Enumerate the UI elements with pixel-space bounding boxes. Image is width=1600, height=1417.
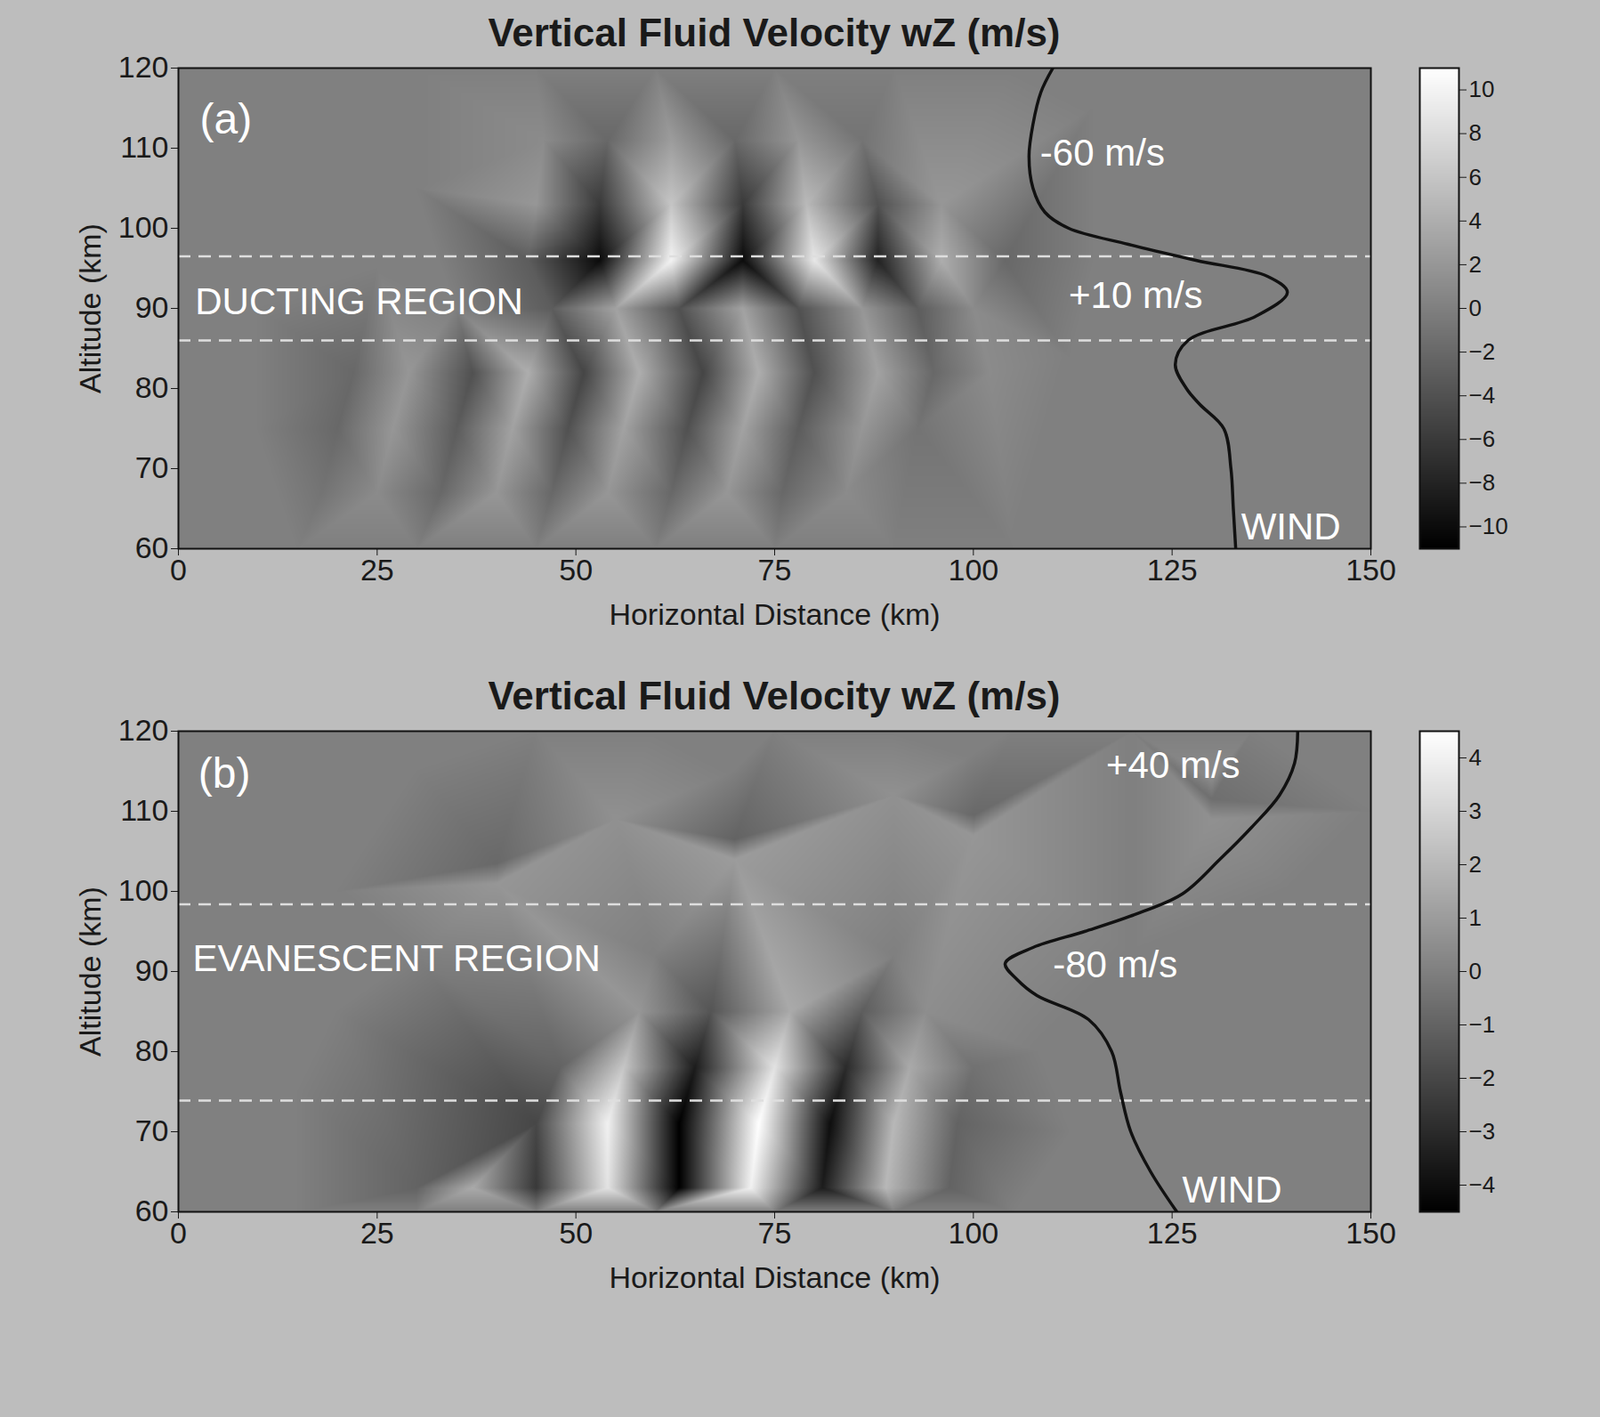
svg-text:WIND: WIND bbox=[1241, 505, 1342, 548]
svg-text:0: 0 bbox=[1469, 957, 1482, 985]
svg-text:0: 0 bbox=[169, 1215, 187, 1250]
svg-text:0: 0 bbox=[169, 552, 187, 587]
svg-text:75: 75 bbox=[758, 1215, 792, 1250]
svg-text:−4: −4 bbox=[1469, 1171, 1496, 1198]
svg-text:−6: −6 bbox=[1469, 425, 1496, 453]
svg-text:2: 2 bbox=[1469, 850, 1482, 878]
svg-text:100: 100 bbox=[118, 872, 170, 907]
svg-text:100: 100 bbox=[947, 552, 999, 587]
svg-text:100: 100 bbox=[118, 210, 170, 244]
svg-text:Horizontal Distance (km): Horizontal Distance (km) bbox=[608, 597, 940, 631]
svg-text:0: 0 bbox=[1469, 294, 1482, 322]
svg-text:(a): (a) bbox=[200, 95, 253, 143]
svg-text:2: 2 bbox=[1469, 250, 1482, 278]
svg-text:70: 70 bbox=[135, 1113, 170, 1148]
svg-text:-60 m/s: -60 m/s bbox=[1040, 131, 1165, 174]
html-text:Vertical Fluid Velocity wZ (m/: Vertical Fluid Velocity wZ (m/s) bbox=[488, 10, 1061, 55]
html-text:Vertical Fluid Velocity wZ (m/: Vertical Fluid Velocity wZ (m/s) bbox=[488, 673, 1061, 718]
svg-text:−3: −3 bbox=[1469, 1117, 1496, 1145]
svg-text:+40 m/s: +40 m/s bbox=[1106, 743, 1241, 786]
svg-text:DUCTING REGION: DUCTING REGION bbox=[194, 280, 524, 323]
svg-text:90: 90 bbox=[135, 290, 170, 324]
svg-text:−1: −1 bbox=[1469, 1010, 1496, 1038]
svg-text:6: 6 bbox=[1469, 163, 1482, 191]
svg-text:−2: −2 bbox=[1469, 338, 1496, 365]
svg-text:75: 75 bbox=[758, 552, 792, 587]
svg-text:4: 4 bbox=[1469, 743, 1482, 771]
svg-text:90: 90 bbox=[135, 953, 170, 987]
svg-text:+10 m/s: +10 m/s bbox=[1068, 274, 1204, 316]
svg-text:70: 70 bbox=[135, 450, 170, 485]
svg-text:Altitude (km): Altitude (km) bbox=[72, 886, 107, 1057]
svg-text:EVANESCENT REGION: EVANESCENT REGION bbox=[193, 937, 601, 979]
svg-text:120: 120 bbox=[118, 49, 170, 84]
svg-text:4: 4 bbox=[1469, 207, 1482, 235]
svg-text:(b): (b) bbox=[198, 749, 251, 797]
svg-text:80: 80 bbox=[135, 370, 170, 405]
svg-text:125: 125 bbox=[1147, 1215, 1198, 1250]
svg-text:-80 m/s: -80 m/s bbox=[1052, 943, 1178, 986]
svg-text:25: 25 bbox=[360, 1215, 395, 1250]
svg-text:150: 150 bbox=[1345, 1215, 1397, 1250]
svg-text:Altitude (km): Altitude (km) bbox=[72, 223, 107, 394]
svg-text:Horizontal Distance (km): Horizontal Distance (km) bbox=[608, 1260, 940, 1294]
svg-text:125: 125 bbox=[1147, 552, 1198, 587]
svg-text:50: 50 bbox=[558, 1215, 593, 1250]
svg-text:WIND: WIND bbox=[1182, 1168, 1283, 1211]
svg-text:100: 100 bbox=[947, 1215, 999, 1250]
svg-text:80: 80 bbox=[135, 1033, 170, 1067]
svg-text:8: 8 bbox=[1469, 119, 1482, 146]
svg-text:60: 60 bbox=[135, 530, 170, 565]
svg-text:120: 120 bbox=[118, 712, 170, 747]
svg-text:50: 50 bbox=[558, 552, 593, 587]
svg-text:−8: −8 bbox=[1469, 468, 1496, 496]
svg-text:−4: −4 bbox=[1469, 381, 1496, 409]
svg-text:−2: −2 bbox=[1469, 1064, 1496, 1091]
svg-text:3: 3 bbox=[1469, 797, 1482, 825]
svg-text:60: 60 bbox=[135, 1193, 170, 1228]
svg-text:1: 1 bbox=[1469, 904, 1482, 931]
svg-text:110: 110 bbox=[120, 129, 169, 164]
svg-text:10: 10 bbox=[1469, 75, 1495, 103]
svg-text:−10: −10 bbox=[1469, 512, 1509, 540]
svg-text:25: 25 bbox=[360, 552, 395, 587]
svg-text:150: 150 bbox=[1345, 552, 1397, 587]
svg-text:110: 110 bbox=[120, 792, 169, 827]
